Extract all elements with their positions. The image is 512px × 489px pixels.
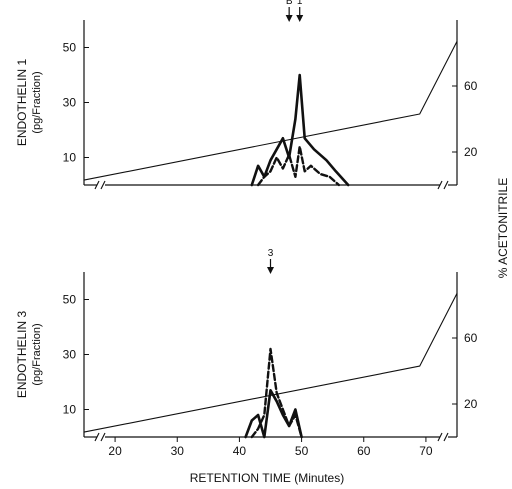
axis-break-mark	[100, 180, 106, 190]
x-tick-label: 50	[295, 444, 309, 458]
y-tick-label: 50	[63, 293, 77, 307]
y-tick-label: 10	[63, 151, 77, 165]
marker-label: 3	[268, 248, 274, 259]
marker-arrow-head	[267, 267, 274, 274]
axis-break-mark	[94, 180, 100, 190]
axis-break-mark	[94, 432, 100, 442]
x-tick-label: 60	[357, 444, 371, 458]
y-tick-label: 30	[63, 348, 77, 362]
marker-label: B	[286, 0, 293, 7]
y-tick-label: 50	[63, 41, 77, 55]
y2-tick-label: 60	[464, 79, 478, 93]
acetonitrile-gradient-line	[83, 40, 458, 181]
y2-tick-label: 60	[464, 331, 478, 345]
axis-break-mark	[100, 432, 106, 442]
y-tick-label: 30	[63, 96, 77, 110]
marker-arrow-head	[296, 15, 304, 22]
marker-label: 1	[297, 0, 303, 7]
y2-tick-label: 20	[464, 397, 478, 411]
x-tick-label: 20	[108, 444, 122, 458]
solid-peak-line	[244, 388, 303, 439]
y-axis-title: ENDOTHELIN 1	[15, 59, 29, 147]
solid-peak-line	[250, 73, 350, 187]
x-tick-label: 70	[419, 444, 433, 458]
acetonitrile-gradient-line	[83, 292, 458, 433]
right-axis-title: % ACETONITRILE	[496, 178, 510, 278]
axis-break-mark	[437, 432, 443, 442]
y-axis-title: ENDOTHELIN 3	[15, 311, 29, 399]
axis-break-mark	[443, 432, 449, 442]
dashed-peak-line	[250, 347, 303, 439]
y-tick-label: 10	[63, 403, 77, 417]
axis-break-mark	[443, 180, 449, 190]
top-panel: 10 30 50 20 60 ENDOTHELIN 1 (pg/Fraction) B 1	[15, 0, 478, 190]
marker-arrow-head	[285, 15, 293, 22]
shared-labels: % ACETONITRILE RETENTION TIME (Minutes)	[190, 178, 510, 485]
x-tick-label: 30	[171, 444, 185, 458]
bottom-panel: 10 30 50 20 60 20 30 40 50 60 70 ENDOTHELIN 3 (pg/Fr…	[15, 248, 478, 458]
y2-tick-label: 20	[464, 145, 478, 159]
y-axis-unit: (pg/Fraction)	[31, 323, 43, 385]
dashed-peak-line	[256, 145, 341, 187]
y-axis-unit: (pg/Fraction)	[31, 71, 43, 133]
x-tick-label: 40	[233, 444, 247, 458]
x-axis-title: RETENTION TIME (Minutes)	[190, 471, 344, 485]
axis-break-mark	[437, 180, 443, 190]
